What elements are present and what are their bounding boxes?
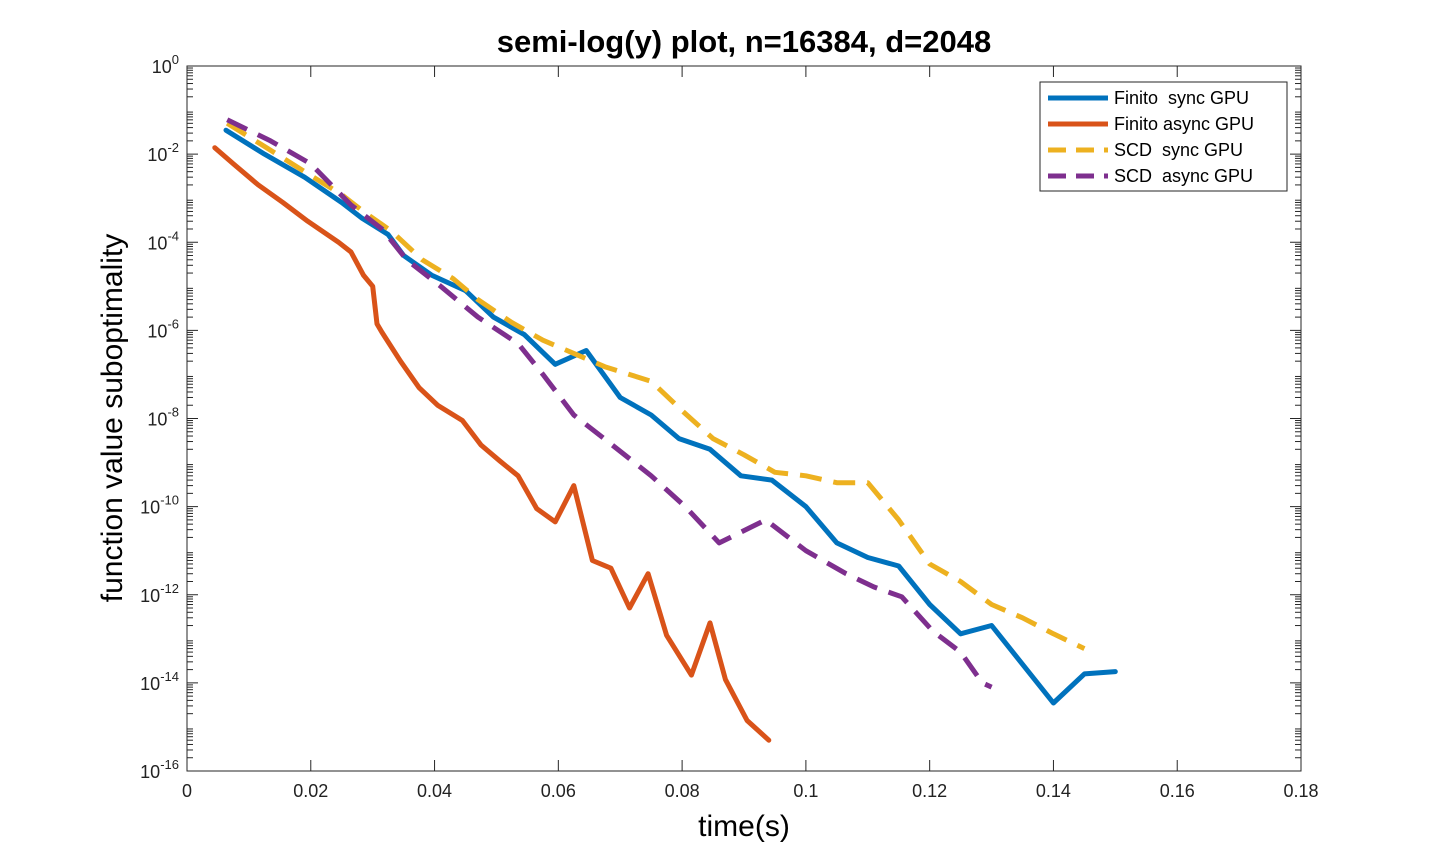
y-tick-label: 10-2 bbox=[147, 140, 179, 165]
legend-label: SCD sync GPU bbox=[1114, 140, 1243, 160]
x-tick-label: 0.08 bbox=[665, 781, 700, 801]
legend-label: SCD async GPU bbox=[1114, 166, 1253, 186]
series-line-4 bbox=[226, 117, 993, 690]
legend-label: Finito async GPU bbox=[1114, 114, 1254, 134]
y-axis-ticks: 100 10-2 10-4 10-6 10-8 10-10 10-12 10-14 10-16 bbox=[140, 52, 1301, 782]
y-tick-label: 10-8 bbox=[147, 405, 179, 430]
x-tick-label: 0.02 bbox=[293, 781, 328, 801]
y-tick-label: 10-6 bbox=[147, 316, 179, 341]
x-tick-label: 0.14 bbox=[1036, 781, 1071, 801]
y-tick-label: 100 bbox=[152, 52, 179, 77]
x-tick-label: 0.12 bbox=[912, 781, 947, 801]
chart-title: semi-log(y) plot, n=16384, d=2048 bbox=[497, 24, 991, 59]
series-lines bbox=[212, 117, 1118, 743]
x-tick-label: 0.06 bbox=[541, 781, 576, 801]
y-tick-label: 10-16 bbox=[140, 757, 179, 782]
x-tick-label: 0.1 bbox=[793, 781, 818, 801]
y-tick-label: 10-4 bbox=[147, 228, 179, 253]
x-tick-label: 0.16 bbox=[1160, 781, 1195, 801]
legend: Finito sync GPU Finito async GPU SCD sync … bbox=[1039, 81, 1288, 192]
x-tick-label: 0.18 bbox=[1283, 781, 1318, 801]
x-axis-ticks: 0 0.02 0.04 0.06 0.08 0.1 0.12 0.14 0.16 0.18 bbox=[182, 66, 1319, 801]
x-tick-label: 0.04 bbox=[417, 781, 452, 801]
series-line-3 bbox=[225, 121, 1086, 651]
x-axis-label: time(s) bbox=[698, 810, 790, 843]
series-line-2 bbox=[212, 145, 772, 743]
y-tick-label: 10-14 bbox=[140, 669, 179, 694]
y-axis-label: function value suboptimality bbox=[96, 234, 129, 603]
y-tick-label: 10-12 bbox=[140, 581, 179, 606]
legend-label: Finito sync GPU bbox=[1114, 88, 1249, 108]
y-tick-label: 10-10 bbox=[140, 493, 179, 518]
minor-ticks bbox=[187, 67, 1301, 759]
x-tick-label: 0 bbox=[182, 781, 192, 801]
